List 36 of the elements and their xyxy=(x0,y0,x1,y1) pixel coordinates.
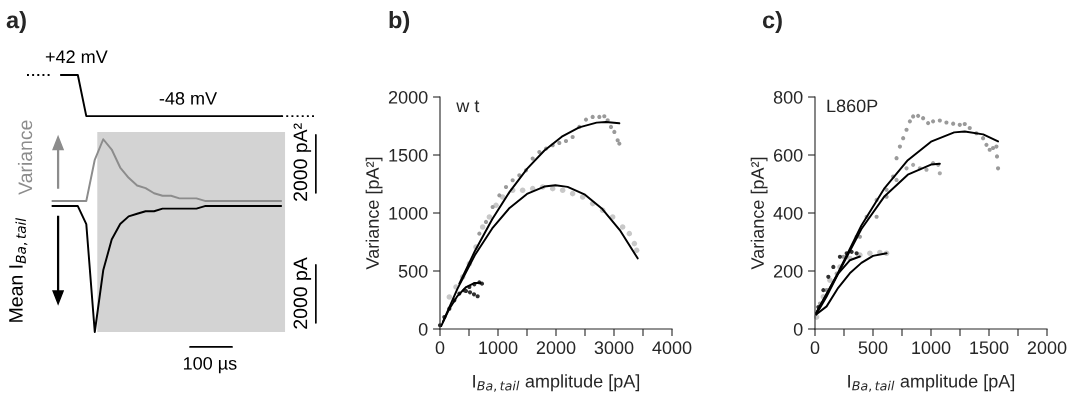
annotation: -48 mV xyxy=(159,91,218,105)
y-tick-label: 400 xyxy=(773,206,803,220)
y-tick-label: 600 xyxy=(773,148,803,162)
y-tick-label: 800 xyxy=(773,90,803,104)
annotation: Mean I$_{Ba,tail}$ xyxy=(9,217,28,322)
x-axis-title: I$_{Ba,tail}$ amplitude [pA] xyxy=(473,374,640,392)
chart-title: b) xyxy=(389,11,410,33)
y-axis-title: Variance [pA²] xyxy=(365,157,383,270)
x-tick-label: 1000 xyxy=(912,341,951,355)
y-tick-label: 0 xyxy=(418,322,428,336)
x-tick-label: 0 xyxy=(435,341,445,355)
y-axis-title: Variance [pA²] xyxy=(750,157,768,270)
y-tick-label: 200 xyxy=(773,264,803,278)
annotation: Variance xyxy=(17,120,33,195)
x-tick-label: 2000 xyxy=(1027,341,1067,355)
y-tick-label: 1000 xyxy=(389,206,428,220)
annotation: 2000 pA xyxy=(293,257,312,329)
annotation: 2000 pA² xyxy=(293,123,312,201)
text: 100 µs xyxy=(183,356,237,374)
y-tick-label: 500 xyxy=(398,264,428,278)
text: +42 mV xyxy=(45,50,108,63)
x-axis-title: I$_{Ba,tail}$ amplitude [pA] xyxy=(848,374,1015,392)
x-tick-label: 4000 xyxy=(652,341,692,355)
x-tick-label: 500 xyxy=(858,341,888,355)
chart-title: c) xyxy=(762,11,782,33)
x-tick-label: 3000 xyxy=(594,341,634,355)
x-tick-label: 0 xyxy=(810,341,820,355)
y-tick-label: 2000 xyxy=(388,90,428,104)
annotation: w t xyxy=(456,100,480,113)
x-tick-label: 2000 xyxy=(536,341,576,355)
chart-title: a) xyxy=(6,11,26,33)
x-tick-label: 1500 xyxy=(970,341,1009,355)
annotation: L860P xyxy=(827,99,878,113)
y-tick-label: 1500 xyxy=(389,148,428,162)
y-tick-label: 0 xyxy=(793,322,803,336)
x-tick-label: 1000 xyxy=(479,341,518,355)
